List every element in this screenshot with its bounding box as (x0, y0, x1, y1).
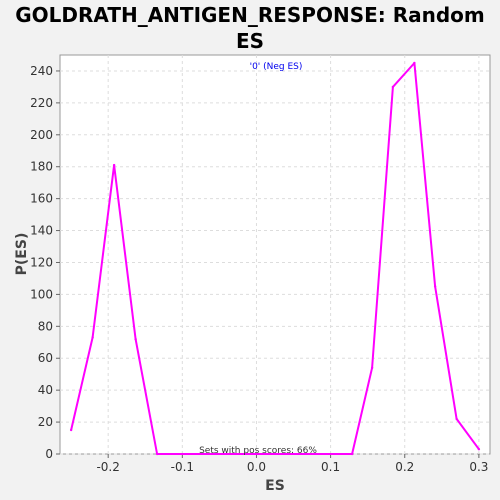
legend-entry: '0' (Neg ES) (250, 62, 303, 72)
annotation-pos-scores: Sets with pos scores: 66% (199, 446, 317, 456)
grid-lines (60, 55, 490, 455)
data-point (391, 85, 395, 89)
y-tick-label: 100 (30, 287, 53, 301)
data-point (134, 337, 137, 341)
data-point (91, 336, 94, 339)
data-point (155, 452, 159, 456)
y-tick-label: 240 (30, 64, 53, 78)
x-tick-label: 0.1 (321, 460, 340, 474)
series-line (70, 62, 480, 455)
data-point (350, 452, 354, 456)
series-layer (69, 61, 481, 456)
data-point (455, 417, 458, 421)
x-tick-label: 0.2 (395, 460, 414, 474)
y-tick-label: 20 (38, 415, 53, 429)
data-point (413, 61, 416, 65)
y-tick-label: 80 (38, 319, 53, 333)
x-tick-label: -0.1 (171, 460, 194, 474)
y-tick-label: 140 (30, 224, 53, 238)
data-point (112, 163, 116, 167)
x-tick-label: -0.2 (96, 460, 119, 474)
y-axis-label: P(ES) (14, 233, 30, 276)
plot-area (59, 54, 491, 455)
y-tick-label: 0 (45, 447, 53, 461)
y-tick-label: 40 (38, 383, 53, 397)
axis-ticks: -0.2 -0.1 0.0 0.1 0.2 0.3 0 20 40 60 80 100 120 140 16… (30, 64, 488, 474)
y-tick-label: 160 (30, 192, 53, 206)
x-axis-label: ES (265, 478, 285, 494)
x-tick-label: 0.3 (469, 460, 488, 474)
y-tick-label: 220 (30, 96, 53, 110)
data-point (370, 366, 374, 370)
x-tick-label: 0.0 (247, 460, 266, 474)
y-tick-label: 120 (30, 255, 53, 269)
data-point (69, 428, 73, 432)
y-tick-label: 180 (30, 160, 53, 174)
data-point (433, 285, 437, 288)
data-point (477, 448, 481, 451)
y-tick-label: 60 (38, 351, 53, 365)
y-tick-label: 200 (30, 128, 53, 142)
